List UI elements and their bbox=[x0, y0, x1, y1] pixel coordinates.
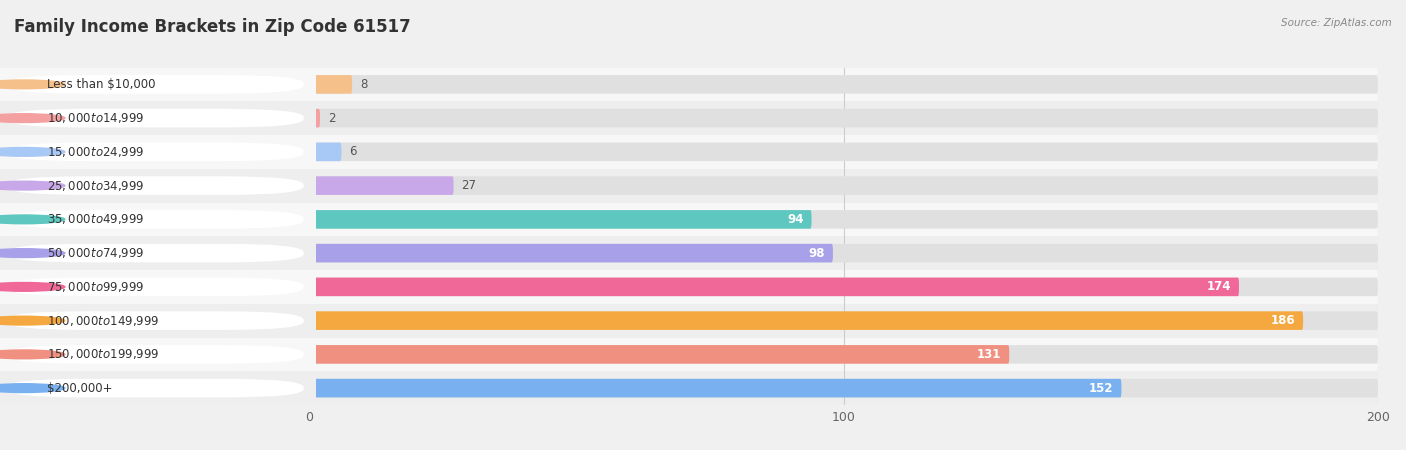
FancyBboxPatch shape bbox=[309, 278, 1378, 296]
Circle shape bbox=[0, 215, 65, 224]
Text: 8: 8 bbox=[360, 78, 367, 91]
Text: $50,000 to $74,999: $50,000 to $74,999 bbox=[48, 246, 145, 260]
FancyBboxPatch shape bbox=[309, 345, 1378, 364]
FancyBboxPatch shape bbox=[7, 311, 304, 330]
Text: $75,000 to $99,999: $75,000 to $99,999 bbox=[48, 280, 145, 294]
FancyBboxPatch shape bbox=[0, 371, 316, 405]
FancyBboxPatch shape bbox=[309, 311, 1378, 330]
Circle shape bbox=[0, 384, 65, 392]
Circle shape bbox=[0, 283, 65, 291]
Text: $150,000 to $199,999: $150,000 to $199,999 bbox=[48, 347, 160, 361]
Text: 27: 27 bbox=[461, 179, 477, 192]
FancyBboxPatch shape bbox=[309, 143, 342, 161]
Text: 174: 174 bbox=[1206, 280, 1232, 293]
FancyBboxPatch shape bbox=[0, 304, 316, 338]
FancyBboxPatch shape bbox=[309, 371, 1378, 405]
FancyBboxPatch shape bbox=[309, 379, 1122, 397]
Text: Family Income Brackets in Zip Code 61517: Family Income Brackets in Zip Code 61517 bbox=[14, 18, 411, 36]
FancyBboxPatch shape bbox=[309, 270, 1378, 304]
Text: 186: 186 bbox=[1271, 314, 1295, 327]
Circle shape bbox=[0, 80, 65, 89]
FancyBboxPatch shape bbox=[7, 244, 304, 262]
FancyBboxPatch shape bbox=[309, 75, 1378, 94]
Circle shape bbox=[0, 148, 65, 156]
FancyBboxPatch shape bbox=[309, 210, 811, 229]
FancyBboxPatch shape bbox=[0, 101, 316, 135]
Text: $200,000+: $200,000+ bbox=[48, 382, 112, 395]
FancyBboxPatch shape bbox=[7, 379, 304, 397]
Text: 94: 94 bbox=[787, 213, 804, 226]
FancyBboxPatch shape bbox=[0, 202, 316, 236]
FancyBboxPatch shape bbox=[7, 210, 304, 229]
FancyBboxPatch shape bbox=[7, 109, 304, 127]
FancyBboxPatch shape bbox=[309, 109, 1378, 127]
FancyBboxPatch shape bbox=[309, 338, 1378, 371]
FancyBboxPatch shape bbox=[309, 244, 832, 262]
FancyBboxPatch shape bbox=[309, 135, 1378, 169]
FancyBboxPatch shape bbox=[309, 202, 1378, 236]
FancyBboxPatch shape bbox=[0, 270, 316, 304]
Text: 152: 152 bbox=[1088, 382, 1114, 395]
FancyBboxPatch shape bbox=[0, 135, 316, 169]
FancyBboxPatch shape bbox=[309, 379, 1378, 397]
Circle shape bbox=[0, 316, 65, 325]
Text: 131: 131 bbox=[977, 348, 1001, 361]
FancyBboxPatch shape bbox=[7, 75, 304, 94]
FancyBboxPatch shape bbox=[7, 278, 304, 296]
Circle shape bbox=[0, 350, 65, 359]
Text: 98: 98 bbox=[808, 247, 825, 260]
Text: 2: 2 bbox=[328, 112, 336, 125]
FancyBboxPatch shape bbox=[309, 304, 1378, 338]
FancyBboxPatch shape bbox=[309, 68, 1378, 101]
FancyBboxPatch shape bbox=[309, 109, 321, 127]
Text: $100,000 to $149,999: $100,000 to $149,999 bbox=[48, 314, 160, 328]
FancyBboxPatch shape bbox=[7, 345, 304, 364]
FancyBboxPatch shape bbox=[309, 278, 1239, 296]
Text: $10,000 to $14,999: $10,000 to $14,999 bbox=[48, 111, 145, 125]
Text: Less than $10,000: Less than $10,000 bbox=[48, 78, 156, 91]
FancyBboxPatch shape bbox=[309, 176, 1378, 195]
FancyBboxPatch shape bbox=[309, 244, 1378, 262]
FancyBboxPatch shape bbox=[7, 143, 304, 161]
FancyBboxPatch shape bbox=[0, 169, 316, 202]
FancyBboxPatch shape bbox=[309, 210, 1378, 229]
Text: $25,000 to $34,999: $25,000 to $34,999 bbox=[48, 179, 145, 193]
FancyBboxPatch shape bbox=[309, 345, 1010, 364]
Text: $35,000 to $49,999: $35,000 to $49,999 bbox=[48, 212, 145, 226]
Circle shape bbox=[0, 114, 65, 122]
FancyBboxPatch shape bbox=[309, 236, 1378, 270]
FancyBboxPatch shape bbox=[0, 338, 316, 371]
FancyBboxPatch shape bbox=[309, 101, 1378, 135]
FancyBboxPatch shape bbox=[309, 75, 352, 94]
FancyBboxPatch shape bbox=[0, 236, 316, 270]
Text: 6: 6 bbox=[349, 145, 357, 158]
Circle shape bbox=[0, 249, 65, 257]
FancyBboxPatch shape bbox=[7, 176, 304, 195]
Text: Source: ZipAtlas.com: Source: ZipAtlas.com bbox=[1281, 18, 1392, 28]
FancyBboxPatch shape bbox=[0, 68, 316, 101]
Text: $15,000 to $24,999: $15,000 to $24,999 bbox=[48, 145, 145, 159]
FancyBboxPatch shape bbox=[309, 176, 454, 195]
FancyBboxPatch shape bbox=[309, 311, 1303, 330]
FancyBboxPatch shape bbox=[309, 143, 1378, 161]
Circle shape bbox=[0, 181, 65, 190]
FancyBboxPatch shape bbox=[309, 169, 1378, 202]
